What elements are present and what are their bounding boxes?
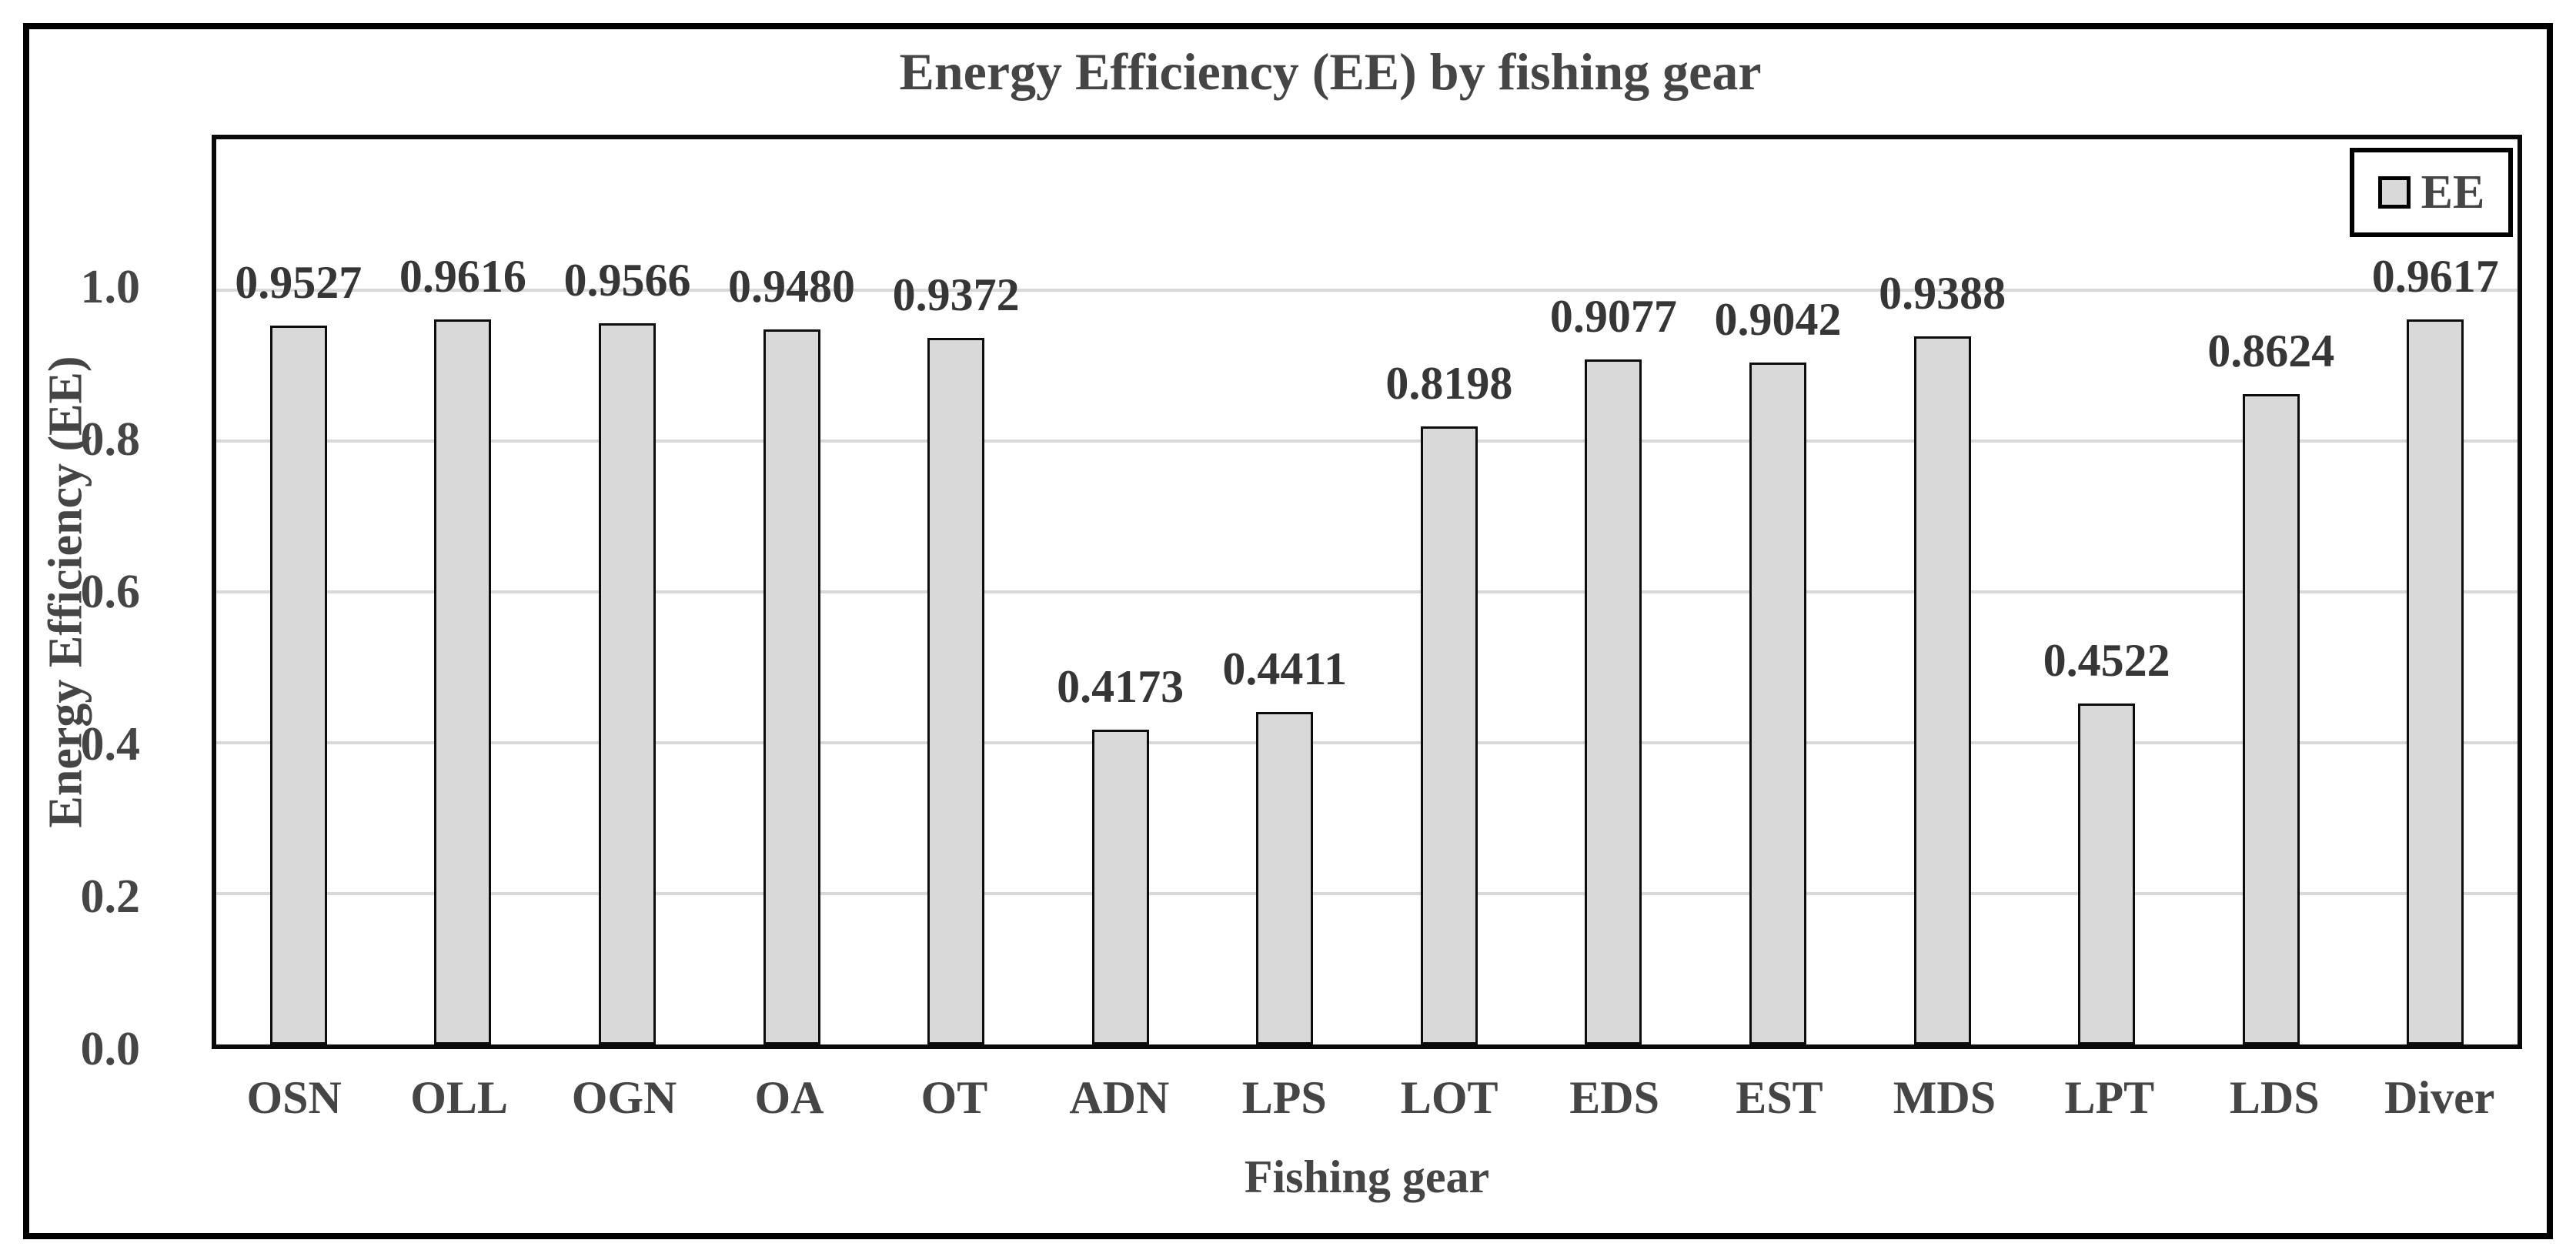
bar-slot: 0.9077 bbox=[1532, 139, 1696, 1044]
x-category-label-LOT: LOT bbox=[1400, 1072, 1498, 1123]
bar-slot: 0.9388 bbox=[1860, 139, 2025, 1044]
x-category-label-EDS: EDS bbox=[1569, 1072, 1659, 1123]
bar-value-label: 0.9616 bbox=[399, 250, 526, 302]
bar-slot: 0.9566 bbox=[545, 139, 710, 1044]
y-tick-label: 0.2 bbox=[80, 871, 141, 924]
bar-value-label: 0.8624 bbox=[2207, 325, 2335, 376]
x-category-label-MDS: MDS bbox=[1893, 1072, 1996, 1123]
x-category-label-OT: OT bbox=[920, 1072, 988, 1123]
bar-value-label: 0.9042 bbox=[1714, 293, 1842, 345]
bar-LOT bbox=[1420, 426, 1478, 1044]
bar-slot: 0.4411 bbox=[1202, 139, 1367, 1044]
bar-value-label: 0.9617 bbox=[2371, 250, 2499, 302]
bar-LDS bbox=[2242, 393, 2300, 1044]
x-category-label-OLL: OLL bbox=[410, 1072, 508, 1123]
bar-slot: 0.8198 bbox=[1367, 139, 1532, 1044]
bar-slot: 0.9617 bbox=[2354, 139, 2518, 1044]
bar-LPT bbox=[2078, 703, 2136, 1044]
gridline bbox=[216, 289, 2518, 292]
x-category-label-OSN: OSN bbox=[246, 1072, 342, 1123]
chart-title: Energy Efficiency (EE) by fishing gear bbox=[899, 42, 1762, 101]
bar-MDS bbox=[1913, 336, 1971, 1044]
bar-LPS bbox=[1256, 711, 1314, 1044]
x-axis-title: Fishing gear bbox=[1244, 1151, 1490, 1202]
y-tick-label: 0.4 bbox=[80, 718, 141, 771]
y-tick-label: 0.8 bbox=[80, 413, 141, 466]
x-category-label-LPS: LPS bbox=[1241, 1072, 1327, 1123]
bar-value-label: 0.9527 bbox=[235, 257, 363, 309]
y-axis-tick-labels: 0.0 0.2 0.4 0.6 0.8 1.0 bbox=[0, 135, 179, 1073]
bar-value-label: 0.9077 bbox=[1549, 291, 1677, 343]
bar-slot: 0.4522 bbox=[2024, 139, 2189, 1044]
bar-value-label: 0.9372 bbox=[892, 269, 1020, 320]
bar-slot: 0.9480 bbox=[710, 139, 874, 1044]
bar-Diver bbox=[2407, 319, 2464, 1044]
bar-OT bbox=[927, 337, 985, 1044]
bar-value-label: 0.4411 bbox=[1222, 643, 1348, 694]
bar-OLL bbox=[434, 319, 492, 1044]
gridline bbox=[216, 439, 2518, 443]
gridline bbox=[216, 741, 2518, 745]
x-category-label-EST: EST bbox=[1736, 1072, 1823, 1123]
bar-slot: 0.9372 bbox=[874, 139, 1038, 1044]
x-category-label-OA: OA bbox=[754, 1072, 824, 1123]
plot-area: 0.9527 0.9616 0.9566 0.9480 0.9372 0.4173 0.44… bbox=[212, 135, 2522, 1049]
x-category-label-LDS: LDS bbox=[2229, 1072, 2320, 1123]
bar-slot: 0.8624 bbox=[2189, 139, 2354, 1044]
bar-value-label: 0.9480 bbox=[728, 260, 856, 312]
bar-OSN bbox=[269, 326, 327, 1044]
y-tick-label: 0.0 bbox=[80, 1023, 141, 1075]
bars-layer: 0.9527 0.9616 0.9566 0.9480 0.9372 0.4173 0.44… bbox=[216, 139, 2518, 1044]
y-tick-label: 1.0 bbox=[80, 261, 141, 313]
y-tick-label: 0.6 bbox=[80, 566, 141, 618]
legend-swatch-icon bbox=[2377, 176, 2411, 209]
bar-EST bbox=[1749, 362, 1806, 1044]
bar-slot: 0.4173 bbox=[1038, 139, 1203, 1044]
bar-slot: 0.9527 bbox=[216, 139, 381, 1044]
gridlines-layer bbox=[216, 139, 2518, 1044]
x-axis-category-labels: OSN OLL OGN OA OT ADN LPS LOT EDS EST MDS LPT LDS Div… bbox=[212, 1072, 2522, 1123]
legend-label: EE bbox=[2421, 166, 2485, 219]
x-category-label-LPT: LPT bbox=[2064, 1072, 2155, 1123]
bar-ADN bbox=[1091, 730, 1149, 1044]
bar-value-label: 0.4522 bbox=[2043, 634, 2170, 686]
gridline bbox=[216, 590, 2518, 593]
legend: EE bbox=[2350, 148, 2513, 237]
bar-value-label: 0.9388 bbox=[1879, 267, 2006, 319]
x-category-label-OGN: OGN bbox=[571, 1072, 677, 1123]
bar-value-label: 0.4173 bbox=[1057, 661, 1184, 713]
bar-value-label: 0.9566 bbox=[563, 254, 691, 306]
bar-value-label: 0.8198 bbox=[1385, 357, 1513, 409]
gridline bbox=[216, 892, 2518, 896]
x-category-label-Diver: Diver bbox=[2384, 1072, 2495, 1123]
bar-slot: 0.9616 bbox=[381, 139, 546, 1044]
bar-OGN bbox=[598, 323, 656, 1044]
x-category-label-ADN: ADN bbox=[1069, 1072, 1170, 1123]
bar-slot: 0.9042 bbox=[1696, 139, 1860, 1044]
bar-EDS bbox=[1585, 359, 1642, 1044]
bar-OA bbox=[763, 329, 820, 1044]
